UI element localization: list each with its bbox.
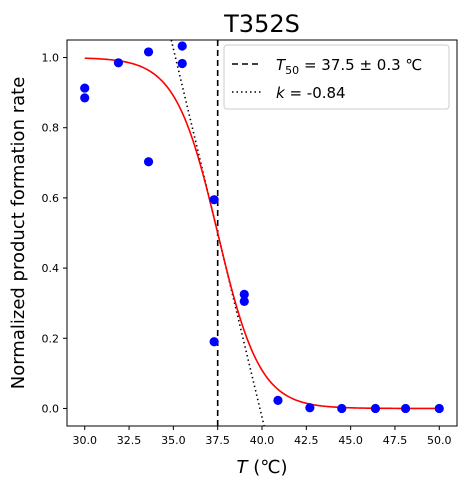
data-point [209,195,219,205]
y-axis-ticks: 0.0 0.2 0.4 0.6 0.8 1.0 [42,52,67,415]
x-tick-label: 30.0 [72,434,97,447]
legend-t50-value: = 37.5 ± 0.3 ℃ [299,56,422,74]
data-point [143,47,154,57]
x-tick-label: 37.5 [205,434,230,447]
data-point [305,403,315,413]
x-axis-unit: (℃) [248,457,288,478]
y-tick-label: 0.0 [42,402,60,415]
x-tick-label: 42.5 [294,434,319,447]
data-point [400,403,411,414]
x-tick-label: 40.0 [250,434,275,447]
data-point [273,395,283,405]
x-tick-label: 50.0 [427,434,452,447]
legend-frame [223,44,450,110]
data-point [434,403,444,414]
y-tick-label: 0.8 [42,122,60,135]
legend: T50 = 37.5 ± 0.3 ℃ k = -0.84 [223,44,450,110]
data-point [370,403,381,414]
y-axis-label: Normalized product formation rate [8,77,29,390]
x-tick-label: 35.0 [161,434,186,447]
data-point [177,58,187,69]
data-point [143,157,154,167]
legend-t50-label: T50 = 37.5 ± 0.3 ℃ [276,56,422,77]
data-point [177,41,187,51]
plot-area [80,40,444,426]
y-tick-label: 0.2 [42,332,60,345]
x-axis-label: T (℃) [237,457,288,478]
legend-k-variable: k [276,84,286,102]
y-tick-label: 0.6 [42,192,60,205]
x-axis-ticks: 30.0 32.5 35.0 37.5 40.0 42.5 45.0 47.5 50.0 [72,426,452,447]
sigmoid-fit-curve [84,57,440,410]
data-point [80,83,90,93]
y-tick-label: 1.0 [42,52,60,65]
x-axis-variable: T [237,457,250,478]
x-tick-label: 32.5 [117,434,142,447]
data-point [113,58,124,68]
data-point [80,93,90,103]
legend-t50-variable: T [276,56,287,74]
legend-k-value: = -0.84 [285,84,346,102]
legend-t50-subscript: 50 [285,64,299,77]
legend-k-label: k = -0.84 [276,84,346,102]
chart-title: T352S [223,10,300,38]
data-point [239,289,249,300]
x-tick-label: 45.0 [338,434,363,447]
x-tick-label: 47.5 [383,434,408,447]
y-tick-label: 0.4 [42,262,60,275]
data-points [80,41,444,414]
data-point [337,403,347,414]
data-point [209,337,219,347]
data-point [239,296,249,307]
